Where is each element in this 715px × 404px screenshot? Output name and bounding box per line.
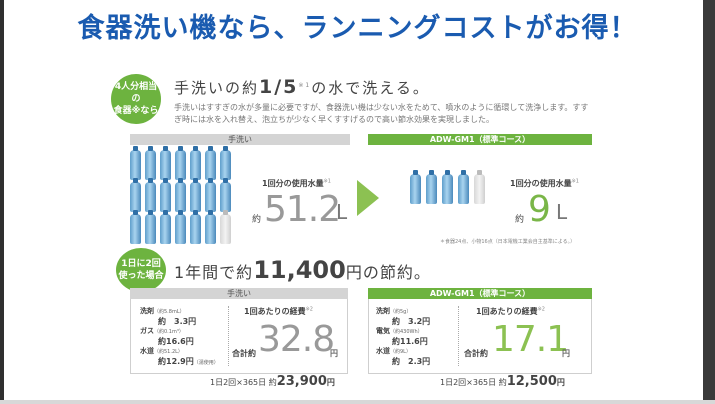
hand-wash-total-value: 32.8: [258, 319, 335, 360]
water-description: 手洗いはすすぎの水が多量に必要ですが、食器洗い機は少ない水をためて、噴水のように…: [174, 103, 589, 124]
hand-wash-detergent-cost: 約 3.3円: [158, 317, 197, 326]
badge-four-servings: 4人分相当の 食器※なら: [111, 74, 161, 124]
dishwasher-divider: [458, 306, 459, 366]
bottle-icon: [175, 210, 186, 244]
bottle-icon: [426, 170, 437, 204]
bottle-icon: [130, 178, 141, 212]
frame-right-edge: [703, 0, 715, 404]
dishwasher-use-text: 1回分の使用水量: [510, 179, 572, 188]
hand-wash-cost-panel: [130, 299, 348, 374]
bar-hand-wash-cost: 手洗い: [130, 288, 348, 299]
hand-wash-total-yen: 円: [330, 349, 338, 358]
bottle-icon: [190, 178, 201, 212]
hand-wash-annual-value: 23,900: [276, 374, 327, 389]
dishwasher-detergent-label: 洗剤（約5g）: [376, 307, 412, 315]
headline: 食器洗い機なら、ランニングコストがお得！: [77, 13, 638, 44]
bottle-icon: [220, 146, 231, 180]
bottle-icon: [410, 170, 421, 204]
bottle-icon: [190, 210, 201, 244]
hand-wash-gas-label: ガス（約0.1m³）: [140, 327, 184, 335]
bottle-icon: [145, 178, 156, 212]
hand-wash-annual: 1日2回×365日 約23,900円: [210, 374, 335, 389]
hand-wash-use-text: 1回分の使用水量: [262, 179, 324, 188]
bottle-icon: [458, 170, 469, 204]
bottle-icon: [220, 178, 231, 212]
compare-arrow: [357, 180, 379, 216]
saving-amount: 11,400: [253, 256, 346, 284]
hand-wash-divider: [228, 306, 229, 366]
bar-hand-wash: 手洗い: [130, 134, 350, 145]
bottle-icon: [130, 210, 141, 244]
water-lead: 手洗いの約1/5※1の水で洗える。: [174, 76, 430, 98]
hand-wash-water-unit: L: [336, 200, 348, 224]
water-fraction: 1/5: [259, 76, 299, 98]
water-lead-pre: 手洗いの約: [174, 79, 260, 97]
bottle-icon: [160, 210, 171, 244]
dishwasher-total-value: 17.1: [492, 319, 569, 360]
dishwasher-electric-label: 電気（約430Wh）: [376, 327, 423, 335]
dishwasher-electric-cost: 約11.6円: [392, 337, 428, 346]
dishwasher-cost-panel: [368, 299, 592, 374]
dishwasher-water-label: 水道（約9L）: [376, 347, 411, 355]
dishwasher-annual-value: 12,500: [506, 374, 557, 389]
hand-wash-total-label: 合計約: [232, 349, 256, 358]
dishwasher-use-label: 1回分の使用水量※1: [510, 178, 579, 189]
bar-dishwasher-cost: ADW-GM1（標準コース）: [368, 288, 592, 299]
hand-wash-water-cost: 約12.9円（湯使用）: [158, 357, 219, 366]
dishwasher-per-label: 1回あたりの経費※2: [476, 306, 545, 316]
hand-wash-use-label: 1回分の使用水量※1: [262, 178, 331, 189]
water-fraction-note: ※1: [298, 82, 312, 89]
bottle-icon: [474, 170, 485, 204]
hand-wash-use-note: ※1: [323, 178, 331, 185]
dishwasher-use-note: ※1: [571, 178, 579, 185]
bottle-icon: [175, 178, 186, 212]
dishwasher-water-cost: 約 2.3円: [392, 357, 431, 366]
footnote-dish-count: ＊食器24点、小物16点（日本電機工業会自主基準による。）: [440, 239, 576, 245]
bottle-icon: [205, 146, 216, 180]
hand-wash-detergent-label: 洗剤（約5.8mL）: [140, 307, 185, 315]
hand-wash-water-value: 51.2: [264, 189, 341, 230]
bottle-icon: [190, 146, 201, 180]
bottle-icon: [160, 178, 171, 212]
bottles-hand-wash: [130, 146, 240, 246]
water-lead-post: の水で洗える。: [311, 79, 430, 97]
bottle-icon: [175, 146, 186, 180]
bottle-icon: [442, 170, 453, 204]
dishwasher-water-unit: L: [556, 200, 568, 224]
hand-wash-gas-cost: 約16.6円: [158, 337, 194, 346]
badge-twice-daily: 1日に2回 使った場合: [116, 248, 166, 292]
badge-four-servings-text: 4人分相当の 食器※なら: [113, 82, 159, 116]
saving-lead-pre: 1年間で約: [174, 263, 254, 282]
hand-wash-approx: 約: [252, 215, 262, 225]
dishwasher-annual: 1日2回×365日 約12,500円: [440, 374, 565, 389]
dishwasher-total-yen: 円: [562, 349, 570, 358]
dishwasher-detergent-cost: 約 3.2円: [392, 317, 431, 326]
bottle-icon: [145, 210, 156, 244]
hand-wash-per-label: 1回あたりの経費※2: [244, 306, 313, 316]
bottle-icon: [220, 210, 231, 244]
hand-wash-water-label: 水道（約51.2L）: [140, 347, 183, 355]
frame-left-edge: [0, 0, 4, 404]
bottle-icon: [145, 146, 156, 180]
saving-lead: 1年間で約11,400円の節約。: [174, 256, 431, 284]
bottle-icon: [130, 146, 141, 180]
saving-lead-post: 円の節約。: [345, 263, 431, 282]
dishwasher-water-value: 9: [528, 189, 551, 230]
bottle-icon: [205, 210, 216, 244]
bar-dishwasher: ADW-GM1（標準コース）: [368, 134, 592, 145]
bottle-icon: [205, 178, 216, 212]
dishwasher-total-label: 合計約: [464, 349, 488, 358]
frame-bottom-edge: [0, 400, 715, 404]
badge-twice-daily-text: 1日に2回 使った場合: [118, 259, 164, 281]
dishwasher-approx: 約: [515, 215, 525, 225]
bottle-icon: [160, 146, 171, 180]
bottles-dishwasher: [410, 170, 500, 230]
